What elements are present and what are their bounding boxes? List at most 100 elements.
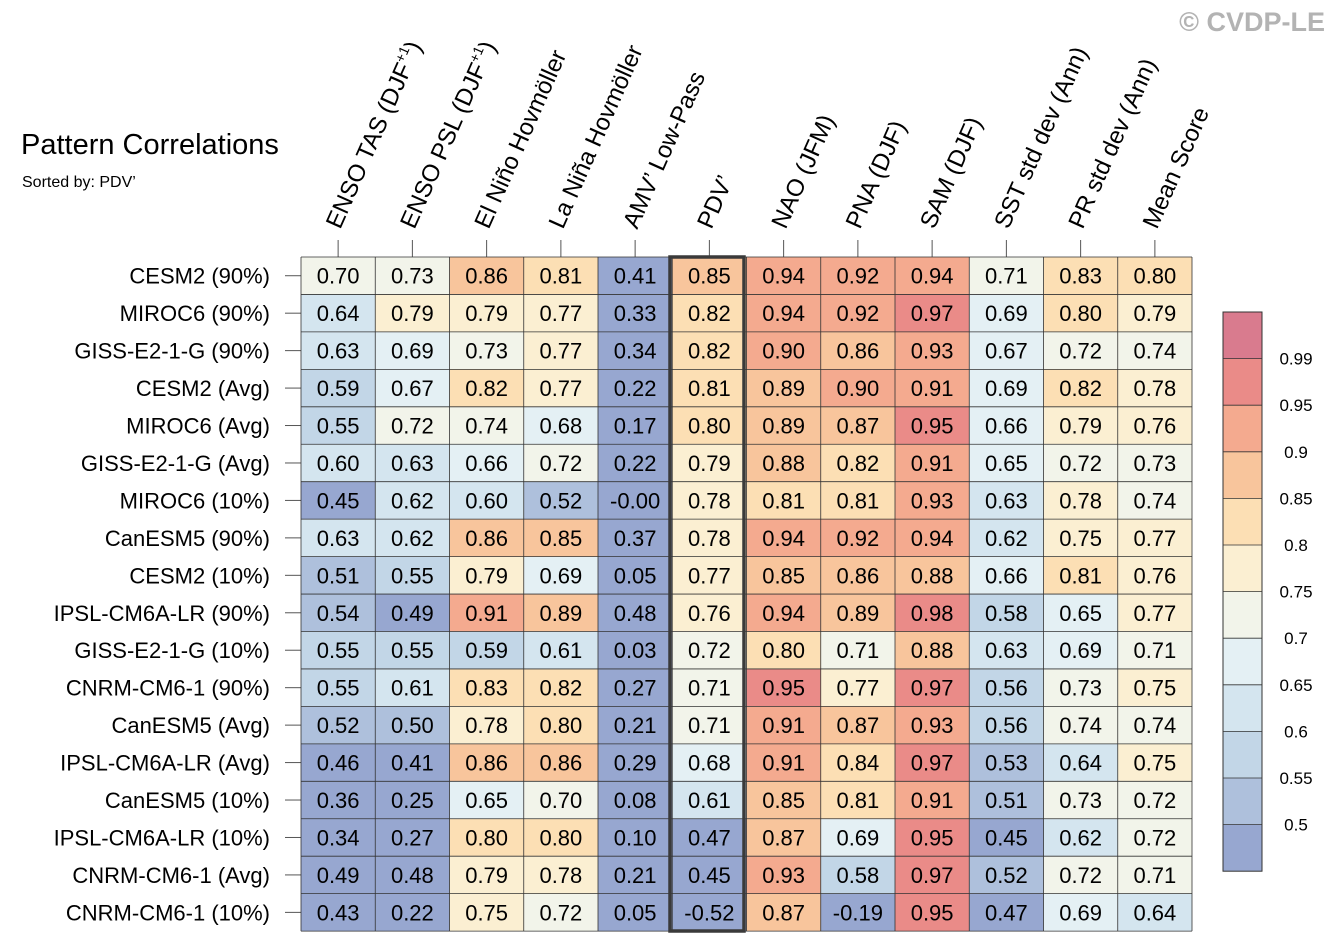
- cell-value: 0.63: [391, 451, 434, 476]
- heatmap-cell: [895, 556, 970, 595]
- heatmap-cell: [301, 556, 376, 595]
- heatmap-cell: [1117, 257, 1192, 295]
- cell-value: 0.58: [836, 863, 879, 888]
- cell-value: 0.22: [614, 451, 657, 476]
- cell-value: 0.72: [1059, 451, 1102, 476]
- cell-value: 0.95: [911, 900, 954, 925]
- cell-value: 0.61: [688, 788, 731, 813]
- cell-value: 0.34: [614, 339, 657, 364]
- cell-value: 0.95: [911, 825, 954, 850]
- heatmap-cell: [1043, 369, 1118, 407]
- cell-value: 0.91: [762, 713, 805, 738]
- heatmap-cell: [1043, 893, 1118, 932]
- cell-value: -0.19: [833, 900, 883, 925]
- cell-value: 0.60: [317, 451, 360, 476]
- heatmap-cell: [301, 257, 376, 295]
- heatmap-cell: [672, 781, 747, 819]
- cell-value: 0.77: [1133, 526, 1176, 551]
- heatmap-cell: [746, 668, 821, 707]
- heatmap-cell: [746, 706, 821, 744]
- cell-value: 0.97: [911, 301, 954, 326]
- heatmap-cell: [301, 781, 376, 819]
- heatmap-cell: [672, 668, 747, 707]
- heatmap-cell: [598, 294, 673, 332]
- cell-value: 0.73: [1059, 788, 1102, 813]
- row-label: IPSL-CM6A-LR (Avg): [60, 751, 270, 776]
- cell-value: 0.36: [317, 788, 360, 813]
- cell-value: 0.05: [614, 900, 657, 925]
- heatmap-cell: [523, 556, 598, 595]
- row-label: CNRM-CM6-1 (Avg): [72, 863, 270, 888]
- cell-value: 0.61: [391, 676, 434, 701]
- heatmap-cell: [969, 519, 1044, 557]
- heatmap-cell: [375, 856, 450, 894]
- heatmap-cell: [523, 743, 598, 782]
- heatmap-cell: [1117, 856, 1192, 894]
- heatmap-cell: [598, 406, 673, 445]
- cell-value: 0.37: [614, 526, 657, 551]
- cell-value: 0.69: [539, 563, 582, 588]
- heatmap-cell: [895, 594, 970, 632]
- cell-value: 0.55: [317, 676, 360, 701]
- cell-value: 0.72: [1133, 788, 1176, 813]
- cell-value: 0.22: [614, 376, 657, 401]
- cell-value: 0.75: [465, 900, 508, 925]
- cell-value: 0.75: [1059, 526, 1102, 551]
- heatmap-cell: [895, 818, 970, 857]
- heatmap-grid: [300, 256, 1193, 932]
- cell-value: 0.82: [1059, 376, 1102, 401]
- colorbar-swatch: [1223, 358, 1262, 406]
- heatmap-cell: [672, 631, 747, 669]
- cell-value: 0.65: [985, 451, 1028, 476]
- cell-value: 0.92: [836, 301, 879, 326]
- cell-value: 0.68: [539, 414, 582, 439]
- cell-value: 0.65: [465, 788, 508, 813]
- colorbar-label: 0.95: [1279, 396, 1312, 415]
- heatmap-cell: [672, 818, 747, 857]
- heatmap-cell: [1117, 706, 1192, 744]
- heatmap-cell: [1043, 631, 1118, 669]
- cell-value: 0.93: [762, 863, 805, 888]
- cell-value: 0.71: [836, 638, 879, 663]
- heatmap-cell: [1117, 519, 1192, 557]
- cell-value: 0.45: [317, 488, 360, 513]
- heatmap-cell: [969, 818, 1044, 857]
- heatmap-cell: [895, 856, 970, 894]
- colorbar-swatch: [1223, 312, 1262, 359]
- heatmap-cell: [301, 406, 376, 445]
- heatmap-cell: [598, 668, 673, 707]
- chart-subtitle: Sorted by: PDV’: [22, 174, 136, 191]
- heatmap-cell: [1043, 257, 1118, 295]
- cell-value: 0.97: [911, 863, 954, 888]
- heatmap-cell: [1117, 556, 1192, 595]
- cell-value: 0.69: [1059, 900, 1102, 925]
- cell-value: 0.85: [688, 264, 731, 289]
- cell-value: 0.50: [391, 713, 434, 738]
- cell-value: 0.72: [688, 638, 731, 663]
- cell-value: 0.62: [391, 526, 434, 551]
- heatmap-cell: [746, 294, 821, 332]
- heatmap-cell: [672, 369, 747, 407]
- cell-value: 0.89: [762, 376, 805, 401]
- heatmap-cell: [301, 294, 376, 332]
- cell-value: 0.66: [465, 451, 508, 476]
- heatmap-cell: [449, 818, 524, 857]
- heatmap-cell: [375, 594, 450, 632]
- heatmap-cell: [820, 257, 895, 295]
- heatmap-cell: [820, 668, 895, 707]
- heatmap-cell: [301, 743, 376, 782]
- heatmap-cell: [672, 706, 747, 744]
- heatmap-cell: [672, 257, 747, 295]
- row-label: GISS-E2-1-G (90%): [74, 339, 270, 364]
- heatmap-cell: [820, 331, 895, 370]
- heatmap-cell: [523, 594, 598, 632]
- heatmap-cell: [895, 631, 970, 669]
- cell-value: 0.74: [1133, 339, 1176, 364]
- heatmap-cell: [895, 706, 970, 744]
- heatmap-cell: [449, 444, 524, 482]
- heatmap-cell: [449, 519, 524, 557]
- heatmap-cell: [820, 481, 895, 520]
- heatmap-cell: [746, 631, 821, 669]
- heatmap-cell: [746, 331, 821, 370]
- heatmap-cell: [598, 856, 673, 894]
